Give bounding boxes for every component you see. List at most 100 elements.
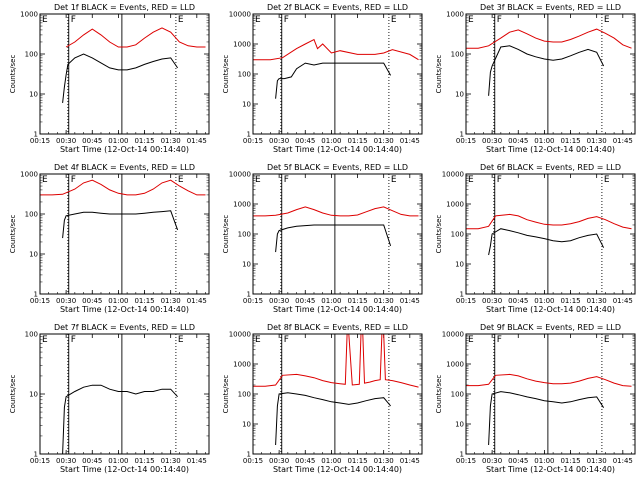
plot-frame <box>252 333 423 455</box>
y-tick-label: 10 <box>29 251 38 259</box>
event-marker-label: E <box>42 175 48 185</box>
chart-panel-8: Det 8f BLACK = Events, RED = LLD 00:15 00:… <box>222 323 423 474</box>
x-tick-label: 01:00 <box>321 457 341 465</box>
x-tick-label: 01:00 <box>321 297 341 305</box>
x-tick-label: 00:45 <box>82 137 102 145</box>
series-events-line <box>488 45 605 96</box>
x-tick-label: 01:15 <box>134 137 154 145</box>
y-tick-label: 1000 <box>446 361 464 369</box>
x-axis-label: Start Time (12-Oct-14 00:14:40) <box>60 465 189 474</box>
y-axis-label: Counts/sec <box>9 375 17 414</box>
x-tick-label: 01:45 <box>613 457 633 465</box>
y-axis-label: Counts/sec <box>435 55 443 94</box>
x-tick-label: 01:00 <box>321 137 341 145</box>
chart-panel-7: Det 7f BLACK = Events, RED = LLD 00:15 00:… <box>9 323 210 474</box>
event-marker-label: F <box>497 335 502 345</box>
x-tick-label: 00:30 <box>482 297 502 305</box>
x-tick-label: 01:00 <box>534 297 554 305</box>
y-tick-label: 10 <box>455 261 464 269</box>
x-tick-label: 00:45 <box>82 457 102 465</box>
chart-panel-3: Det 3f BLACK = Events, RED = LLD 00:15 00:… <box>435 3 636 154</box>
event-marker-label: E <box>178 15 184 25</box>
y-tick-label: 10000 <box>229 11 251 19</box>
event-marker-label: E <box>468 15 474 25</box>
event-marker-label: E <box>255 335 261 345</box>
x-tick-label: 01:15 <box>134 457 154 465</box>
series-lld-line <box>466 28 632 49</box>
x-tick-label: 00:15 <box>30 457 50 465</box>
plot-frame <box>465 13 636 135</box>
chart-title: Det 2f BLACK = Events, RED = LLD <box>267 3 408 12</box>
x-axis-label: Start Time (12-Oct-14 00:14:40) <box>486 465 615 474</box>
y-tick-label: 10000 <box>442 331 464 339</box>
event-marker-label: F <box>497 175 502 185</box>
x-tick-label: 01:15 <box>560 137 580 145</box>
chart-title: Det 3f BLACK = Events, RED = LLD <box>480 3 621 12</box>
x-tick-label: 01:45 <box>400 457 420 465</box>
y-tick-label: 1 <box>247 451 251 459</box>
event-marker-label: F <box>284 175 289 185</box>
series-events-line <box>62 384 178 454</box>
x-tick-label: 01:45 <box>613 137 633 145</box>
x-tick-label: 01:15 <box>560 457 580 465</box>
x-tick-label: 00:15 <box>30 137 50 145</box>
chart-panel-1: Det 1f BLACK = Events, RED = LLD 00:15 00:… <box>9 3 210 154</box>
y-tick-label: 100 <box>238 391 251 399</box>
x-tick-label: 01:15 <box>347 457 367 465</box>
series-lld-line <box>466 373 632 387</box>
chart-title: Det 4f BLACK = Events, RED = LLD <box>54 163 195 172</box>
x-tick-label: 00:45 <box>295 457 315 465</box>
x-tick-label: 00:30 <box>56 297 76 305</box>
y-tick-label: 1 <box>460 451 464 459</box>
x-tick-label: 00:30 <box>56 457 76 465</box>
x-axis-label: Start Time (12-Oct-14 00:14:40) <box>486 305 615 314</box>
y-tick-label: 1000 <box>233 201 251 209</box>
x-tick-label: 00:15 <box>456 457 476 465</box>
y-axis-label: Counts/sec <box>435 215 443 254</box>
x-tick-label: 00:15 <box>243 137 263 145</box>
x-tick-label: 01:00 <box>108 297 128 305</box>
chart-title: Det 9f BLACK = Events, RED = LLD <box>480 323 621 332</box>
x-axis-label: Start Time (12-Oct-14 00:14:40) <box>486 145 615 154</box>
x-tick-label: 01:15 <box>134 297 154 305</box>
x-tick-label: 00:45 <box>295 137 315 145</box>
y-tick-label: 1 <box>34 131 38 139</box>
y-tick-label: 10000 <box>229 171 251 179</box>
series-lld-line <box>253 206 419 217</box>
y-tick-label: 1 <box>460 291 464 299</box>
y-tick-label: 1000 <box>20 171 38 179</box>
event-marker-label: E <box>604 335 610 345</box>
series-lld-line <box>65 27 206 48</box>
x-tick-label: 01:30 <box>374 297 394 305</box>
plot-frame <box>39 173 210 295</box>
y-tick-label: 1 <box>34 451 38 459</box>
chart-panel-6: Det 6f BLACK = Events, RED = LLD 00:15 00:… <box>435 163 636 314</box>
y-tick-label: 100 <box>238 71 251 79</box>
y-tick-label: 1 <box>247 131 251 139</box>
x-tick-label: 01:45 <box>400 137 420 145</box>
x-axis-label: Start Time (12-Oct-14 00:14:40) <box>60 305 189 314</box>
event-marker-label: E <box>391 335 397 345</box>
y-tick-label: 100 <box>451 51 464 59</box>
chart-title: Det 5f BLACK = Events, RED = LLD <box>267 163 408 172</box>
event-marker-label: E <box>468 335 474 345</box>
y-axis-label: Counts/sec <box>9 55 17 94</box>
y-tick-label: 1 <box>34 291 38 299</box>
x-tick-label: 01:00 <box>534 457 554 465</box>
event-marker-label: F <box>284 335 289 345</box>
x-tick-label: 01:00 <box>534 137 554 145</box>
x-tick-label: 00:30 <box>269 457 289 465</box>
y-axis-label: Counts/sec <box>9 215 17 254</box>
x-axis-label: Start Time (12-Oct-14 00:14:40) <box>60 145 189 154</box>
y-tick-label: 100 <box>25 211 38 219</box>
y-tick-label: 1 <box>460 131 464 139</box>
event-marker-label: E <box>468 175 474 185</box>
event-marker-label: E <box>604 175 610 185</box>
chart-title: Det 8f BLACK = Events, RED = LLD <box>267 323 408 332</box>
series-events-line <box>275 224 392 253</box>
x-tick-label: 01:15 <box>347 137 367 145</box>
x-tick-label: 00:45 <box>508 457 528 465</box>
y-tick-label: 1000 <box>446 201 464 209</box>
y-axis-label: Counts/sec <box>435 375 443 414</box>
x-tick-label: 01:30 <box>161 457 181 465</box>
